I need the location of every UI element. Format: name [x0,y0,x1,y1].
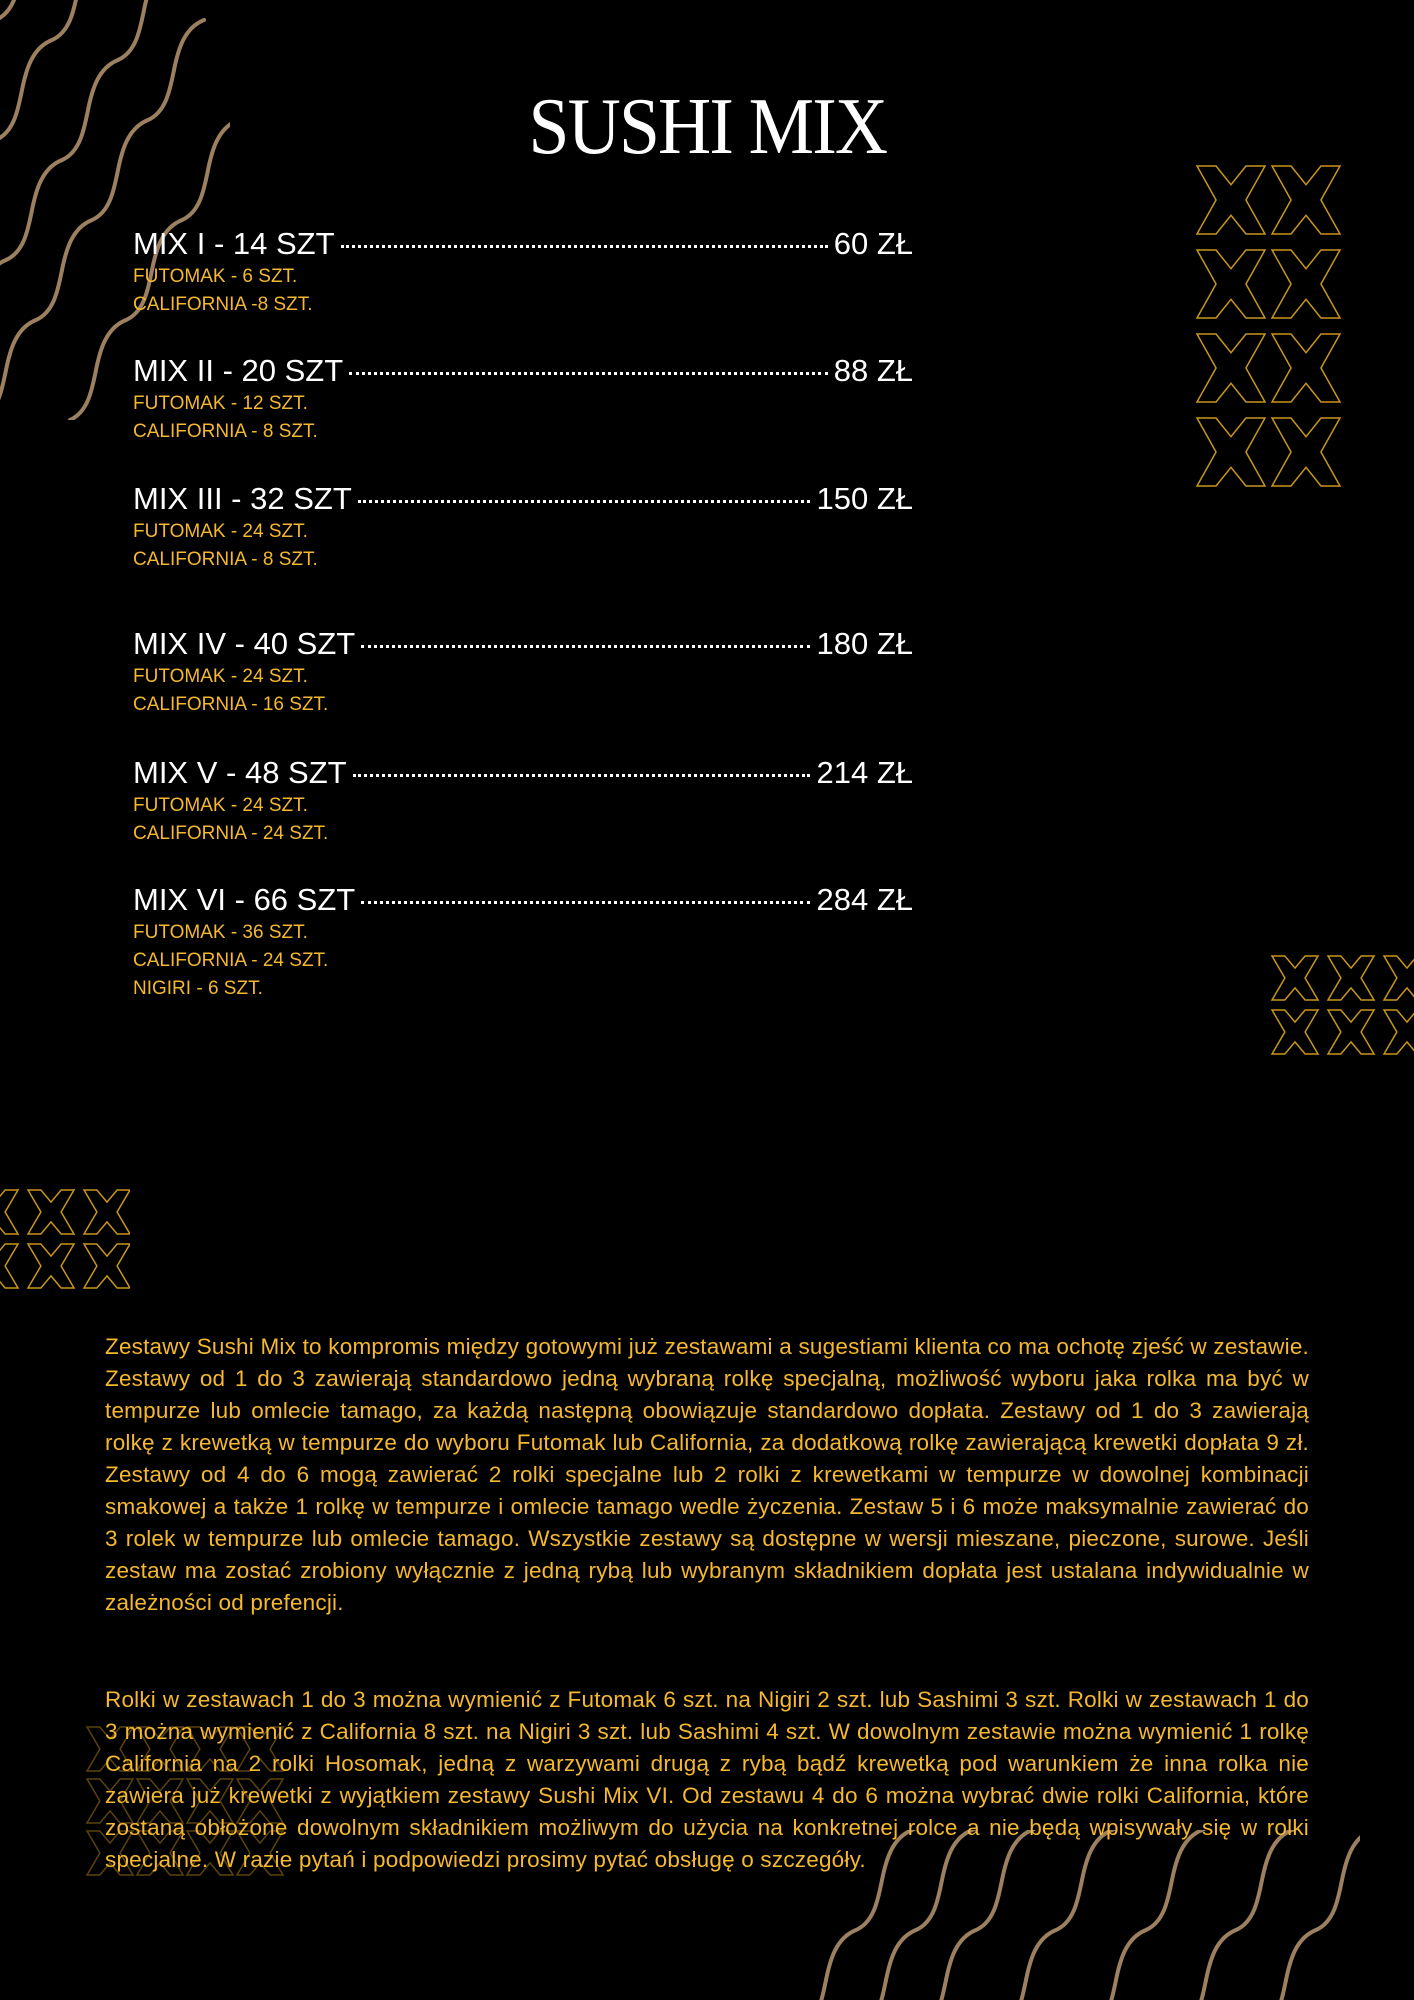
menu-item-content: FUTOMAK - 6 SZT. [133,266,298,287]
menu-item-content: FUTOMAK - 36 SZT. [133,922,308,943]
page-title: SUSHI MIX [528,83,887,171]
x-shape [82,1189,130,1235]
x-shape [1195,333,1267,403]
x-shape [82,1243,130,1289]
menu-item-content: CALIFORNIA - 24 SZT. [133,823,329,844]
menu-item-row: MIX III - 32 SZT 150 ZŁ [133,481,913,517]
menu-item-name: MIX II - 20 SZT [133,353,344,388]
description-paragraph-2: Rolki w zestawach 1 do 3 można wymienić … [105,1687,1309,1872]
menu-item-name: MIX VI - 66 SZT [133,882,356,917]
x-shape [1382,1009,1414,1055]
menu-item-name: MIX I - 14 SZT [133,226,335,261]
x-shape [26,1243,76,1289]
menu-item-content: FUTOMAK - 24 SZT. [133,521,308,542]
x-pattern-right [1195,165,1342,487]
dot-leader [361,901,811,904]
menu-item-name: MIX IV - 40 SZT [133,626,356,661]
menu-item-content: CALIFORNIA - 8 SZT. [133,421,318,442]
x-shape [1195,417,1267,487]
menu-item-row: MIX VI - 66 SZT 284 ZŁ [133,882,913,918]
menu-item: MIX V - 48 SZT 214 ZŁ FUTOMAK - 24 SZT. CAL… [133,755,913,847]
menu-item-price: 284 ZŁ [816,882,913,917]
menu-item-content: CALIFORNIA - 16 SZT. [133,694,329,715]
menu-item-price: 88 ZŁ [833,353,913,388]
description-paragraph-1: Zestawy Sushi Mix to kompromis między go… [105,1334,1309,1615]
x-shape [1326,1009,1376,1055]
menu-item: MIX VI - 66 SZT 284 ZŁ FUTOMAK - 36 SZT. CA… [133,882,913,1002]
menu-item-content: FUTOMAK - 24 SZT. [133,795,308,816]
dot-leader [357,500,811,503]
menu-item: MIX IV - 40 SZT 180 ZŁ FUTOMAK - 24 SZT. CA… [133,626,913,718]
x-pattern-right-small [1270,955,1414,1055]
x-shape [1270,955,1320,1001]
x-shape [1195,165,1267,235]
x-shape [1270,249,1342,319]
dot-leader [361,645,811,648]
x-shape [1326,955,1376,1001]
menu-item: MIX III - 32 SZT 150 ZŁ FUTOMAK - 24 SZT. C… [133,481,913,573]
dot-leader [340,245,828,248]
x-shape [1270,165,1342,235]
x-shape [0,1243,20,1289]
menu-item-content: NIGIRI - 6 SZT. [133,978,263,999]
x-shape [1382,955,1414,1001]
menu-item-content: CALIFORNIA - 24 SZT. [133,950,329,971]
menu-item: MIX I - 14 SZT 60 ZŁ FUTOMAK - 6 SZT. CALIF… [133,226,913,318]
menu-item-price: 60 ZŁ [833,226,913,261]
x-shape [0,1189,20,1235]
menu-item-content: CALIFORNIA -8 SZT. [133,294,313,315]
x-pattern-left [0,1189,130,1289]
menu-item-row: MIX V - 48 SZT 214 ZŁ [133,755,913,791]
menu-item-name: MIX III - 32 SZT [133,481,352,516]
menu-item-price: 214 ZŁ [816,755,913,790]
dot-leader [352,774,811,777]
x-shape [1195,249,1267,319]
menu-item-content: CALIFORNIA - 8 SZT. [133,549,318,570]
menu-item-row: MIX I - 14 SZT 60 ZŁ [133,226,913,262]
menu-item-content: FUTOMAK - 12 SZT. [133,393,308,414]
x-shape [1270,333,1342,403]
menu-item-price: 150 ZŁ [816,481,913,516]
menu-item-row: MIX IV - 40 SZT 180 ZŁ [133,626,913,662]
menu-item-name: MIX V - 48 SZT [133,755,347,790]
menu-item-price: 180 ZŁ [816,626,913,661]
x-shape [1270,417,1342,487]
menu-item: MIX II - 20 SZT 88 ZŁ FUTOMAK - 12 SZT. CAL… [133,353,913,445]
menu-item-content: FUTOMAK - 24 SZT. [133,666,308,687]
dot-leader [349,372,828,375]
menu-item-row: MIX II - 20 SZT 88 ZŁ [133,353,913,389]
x-shape [26,1189,76,1235]
x-shape [1270,1009,1320,1055]
